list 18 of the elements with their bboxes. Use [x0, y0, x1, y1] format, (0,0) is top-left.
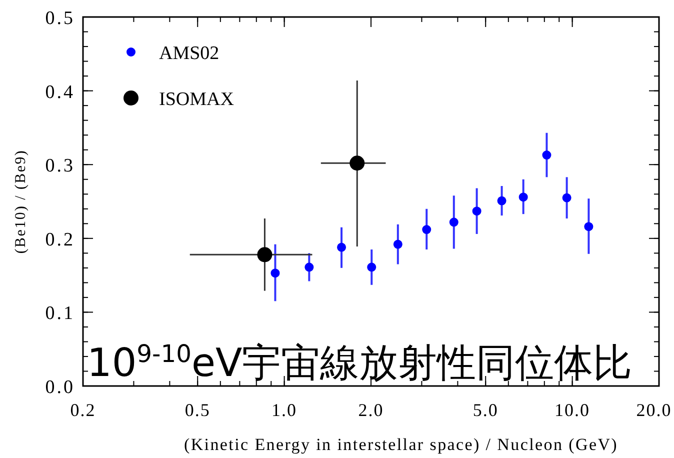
- y-tick-label: 0.0: [45, 377, 75, 398]
- x-tick-label: 2.0: [358, 400, 384, 420]
- y-tick-label: 0.4: [45, 82, 75, 103]
- x-tick-label: 10.0: [554, 400, 590, 420]
- x-tick-label: 0.2: [70, 400, 96, 420]
- y-axis-title: (Be10) / (Be9): [13, 149, 29, 254]
- y-tick-label: 0.2: [45, 229, 75, 250]
- y-tick-label: 0.1: [45, 303, 75, 324]
- legend-label: ISOMAX: [159, 89, 234, 110]
- legend-label: AMS02: [159, 43, 220, 64]
- y-tick-label: 0.5: [45, 8, 75, 29]
- x-tick-label: 1.0: [272, 400, 298, 420]
- x-tick-label: 0.5: [184, 400, 210, 420]
- y-tick-label: 0.3: [45, 156, 75, 177]
- x-tick-label: 20.0: [636, 400, 672, 420]
- x-tick-label: 5.0: [472, 400, 498, 420]
- x-axis-title: (Kinetic Energy in interstellar space) / Nucleon (GeV): [184, 435, 618, 454]
- annotation: 10$^{9-10}$eV宇宙線放射性同位体比: [87, 340, 632, 386]
